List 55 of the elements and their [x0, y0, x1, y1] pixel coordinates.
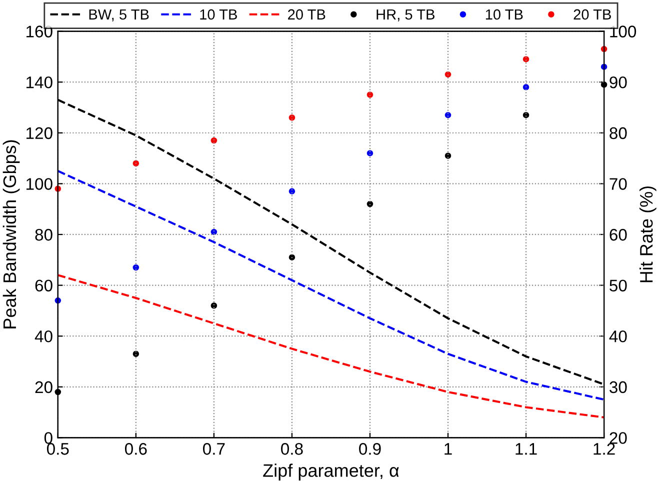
- y-tick-label: 20: [35, 381, 52, 394]
- legend-label: 20 TB: [574, 9, 611, 20]
- x-tick-label: 0.9: [359, 443, 381, 455]
- y2-tick-label: 100: [610, 26, 636, 38]
- y-tick-label: 0: [44, 432, 52, 444]
- point: [444, 71, 452, 78]
- y2-tick-label: 60: [610, 228, 627, 241]
- x-tick-label: 1.2: [594, 443, 615, 455]
- x-tick-label: 1: [444, 443, 452, 455]
- point: [210, 228, 218, 236]
- y2-tick-label: 20: [610, 432, 627, 444]
- point: [444, 112, 452, 118]
- point: [288, 114, 296, 121]
- legend-label: 20 TB: [288, 9, 326, 20]
- y-tick-label: 140: [26, 76, 52, 88]
- legend-label: BW, 5 TB: [89, 9, 149, 22]
- x-axis-title: Zipf parameter, α: [263, 464, 399, 480]
- y2-tick-label: 50: [610, 280, 627, 292]
- y-axis-title: Peak Bandwidth (Gbps): [2, 140, 20, 328]
- y-tick-label: 40: [34, 330, 52, 342]
- y-tick-label: 100: [26, 178, 52, 190]
- x-tick-label: 0.8: [281, 443, 303, 455]
- point: [132, 160, 140, 166]
- point: [522, 84, 530, 90]
- line-series: [56, 170, 606, 401]
- y-tick-label: 160: [26, 26, 52, 38]
- y2-axis-title: Hit Rate (%): [639, 186, 656, 282]
- y2-tick-label: 40: [609, 330, 627, 342]
- point: [132, 350, 140, 358]
- point: [444, 152, 452, 159]
- y2-tick-label: 90: [610, 76, 627, 88]
- point: [522, 112, 530, 118]
- point: [288, 254, 296, 260]
- legend-label: 10 TB: [200, 9, 237, 20]
- point: [210, 137, 218, 144]
- point: [366, 92, 374, 98]
- point: [522, 56, 530, 62]
- point: [210, 302, 218, 309]
- x-tick-label: 0.7: [203, 443, 225, 455]
- x-tick-label: 0.6: [124, 443, 147, 455]
- legend-label: HR, 5 TB: [376, 9, 434, 22]
- line-series: [56, 274, 606, 418]
- legend-label: 10 TB: [486, 9, 523, 20]
- x-tick-label: 0.5: [46, 443, 69, 455]
- point: [366, 200, 374, 208]
- y2-tick-label: 80: [610, 127, 627, 140]
- point: [132, 264, 140, 271]
- y2-tick-label: 30: [610, 381, 627, 394]
- x-tick-label: 1.1: [516, 443, 537, 455]
- y-tick-label: 60: [35, 280, 52, 292]
- point: [288, 188, 296, 194]
- point: [366, 150, 374, 156]
- y-tick-label: 80: [35, 228, 52, 241]
- y2-tick-label: 70: [610, 178, 627, 190]
- y-tick-label: 120: [26, 127, 52, 140]
